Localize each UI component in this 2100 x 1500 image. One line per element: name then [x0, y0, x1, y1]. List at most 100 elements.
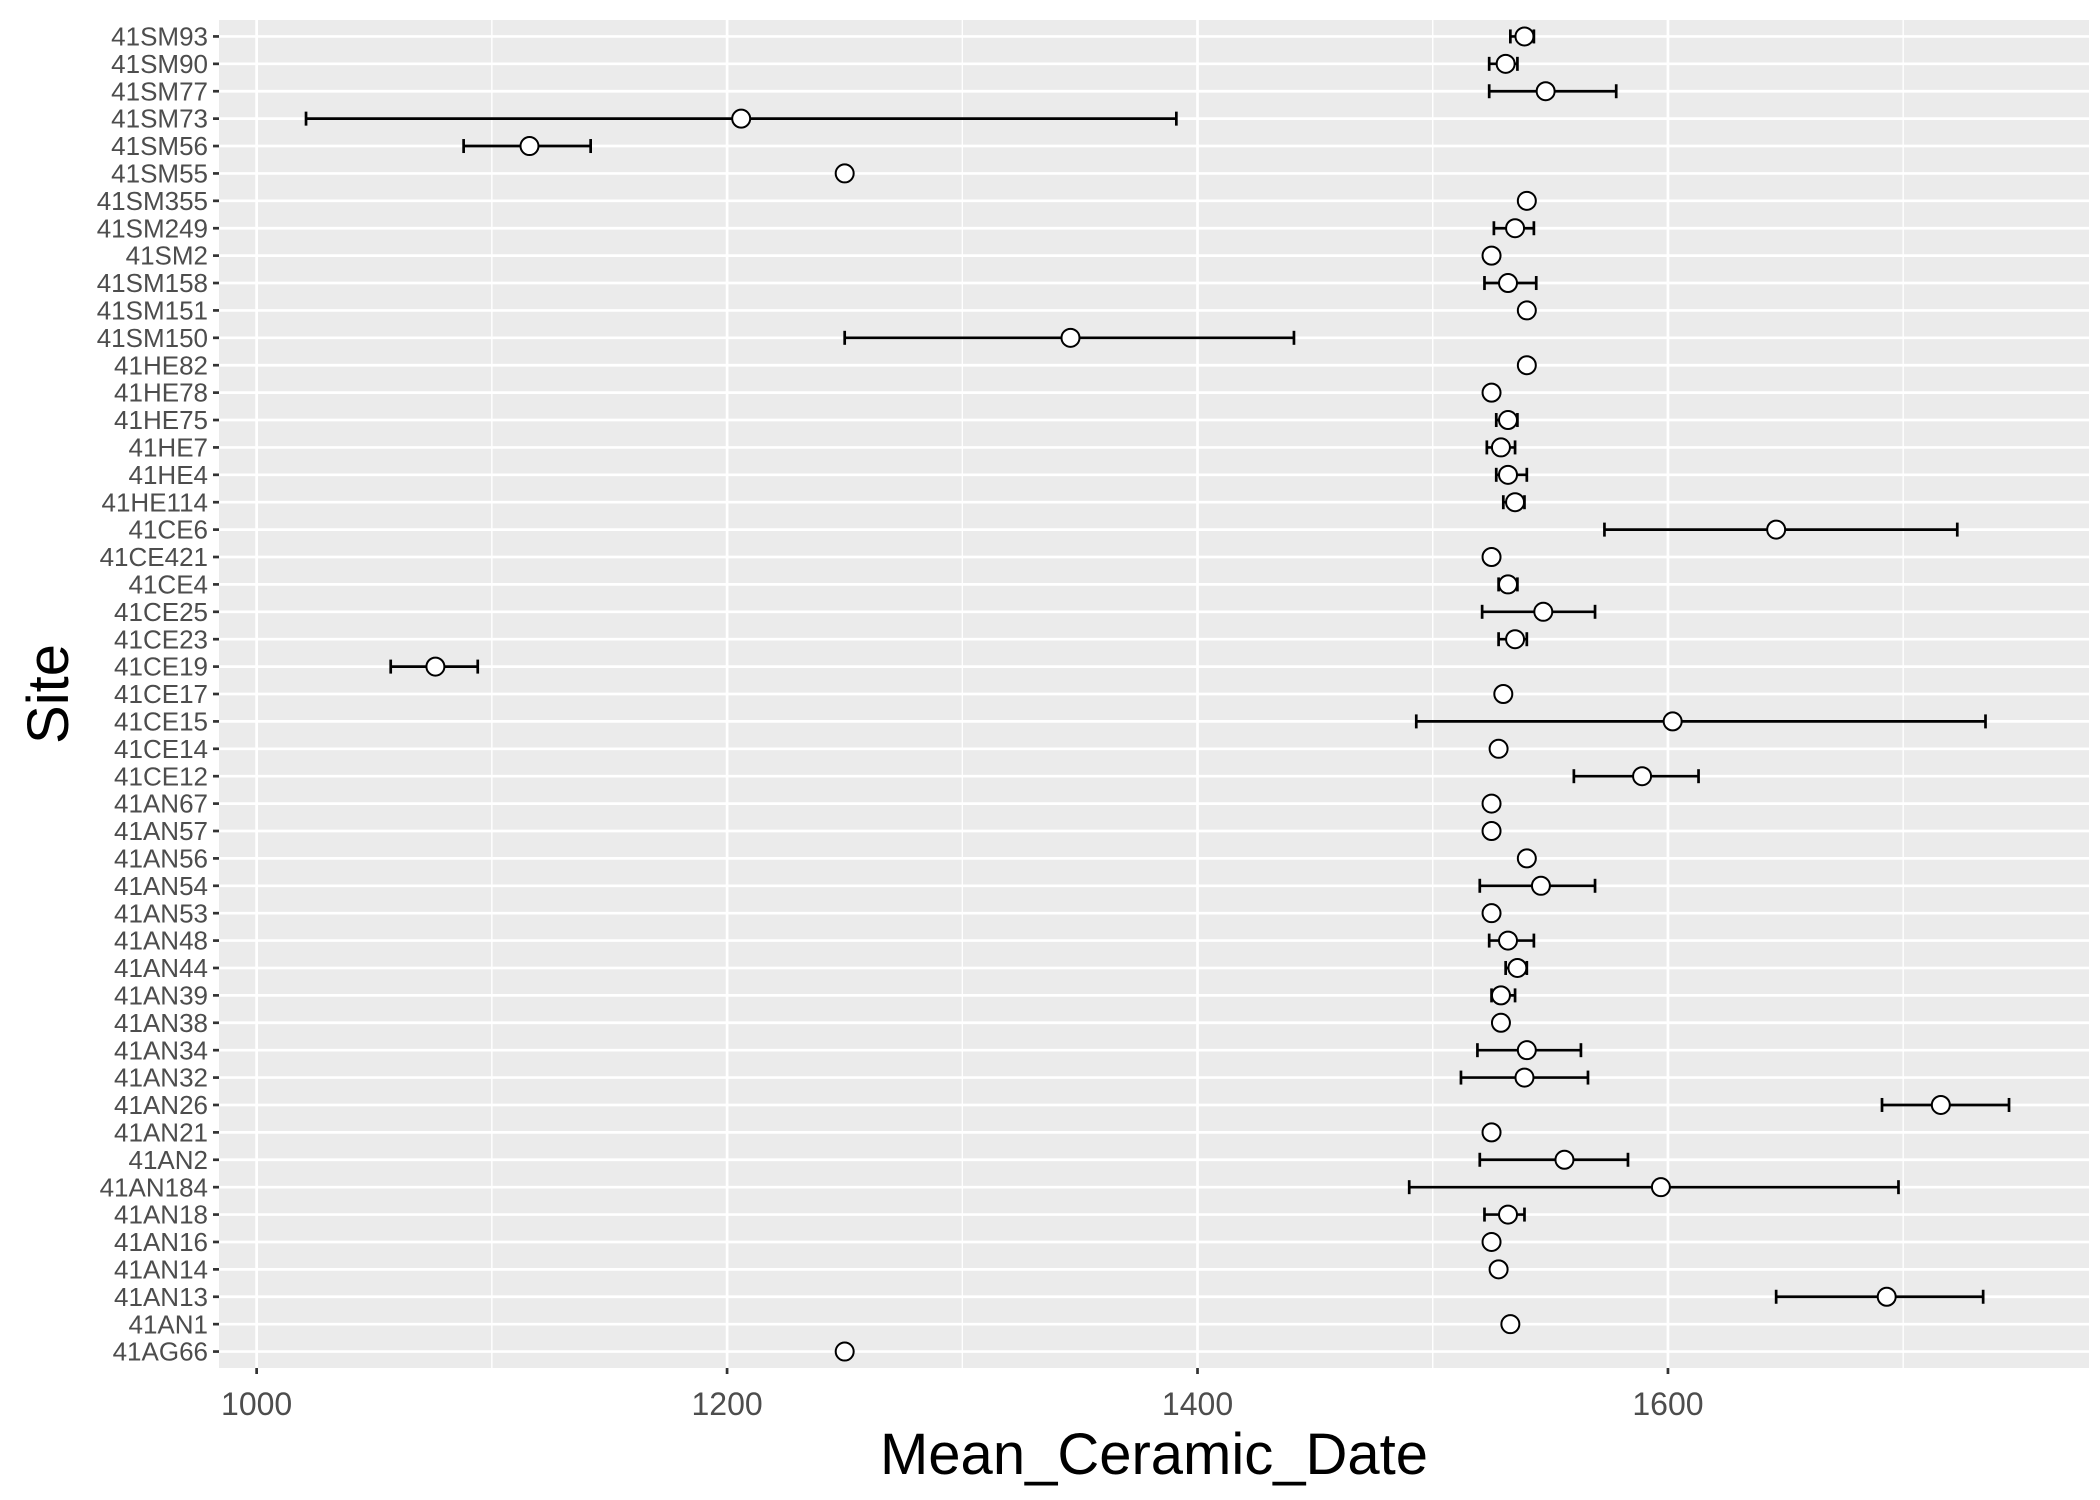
- y-tick-label: 41HE114: [102, 487, 209, 517]
- point-41an44: [1507, 957, 1528, 978]
- data-points: [425, 26, 1951, 1362]
- point-41ce14: [1488, 738, 1509, 759]
- point-41an26: [1930, 1094, 1951, 1115]
- point-41an13: [1876, 1286, 1897, 1307]
- y-tick-label: 41AG66: [113, 1337, 208, 1367]
- point-41ce4: [1498, 574, 1519, 595]
- point-41he7: [1490, 437, 1511, 458]
- point-41he75: [1498, 410, 1519, 431]
- x-axis: 1000 1200 1400 1600: [221, 1368, 1704, 1422]
- y-tick-label: 41AN39: [114, 980, 208, 1010]
- point-41ce19: [425, 656, 446, 677]
- point-41ce17: [1493, 684, 1514, 704]
- point-41ag66: [834, 1341, 855, 1362]
- y-tick-label: 41SM93: [111, 22, 208, 52]
- y-tick-label: 41CE17: [114, 679, 208, 709]
- x-tick-label: 1400: [1162, 1386, 1233, 1422]
- y-tick-label: 41CE19: [114, 652, 208, 682]
- point-41an16: [1481, 1231, 1502, 1252]
- x-tick-label: 1200: [691, 1386, 762, 1422]
- y-tick-label: 41HE7: [129, 433, 209, 463]
- errorbar-41an2: [1478, 1152, 1630, 1167]
- y-tick-label: 41AN56: [114, 843, 208, 873]
- y-tick-label: 41SM73: [111, 104, 208, 134]
- y-tick-label: 41SM2: [126, 241, 208, 271]
- point-41an184: [1650, 1177, 1671, 1198]
- point-41ce15: [1662, 711, 1683, 732]
- point-41ce23: [1505, 629, 1526, 650]
- y-axis: 41SM9341SM9041SM7741SM7341SM5641SM5541SM…: [97, 22, 219, 1367]
- y-tick-label: 41CE12: [114, 761, 208, 791]
- y-tick-label: 41AN1: [129, 1309, 209, 1339]
- y-tick-label: 41SM355: [97, 186, 208, 216]
- y-tick-label: 41AN26: [114, 1090, 208, 1120]
- point-41ce6: [1766, 519, 1787, 540]
- x-tick-label: 1000: [221, 1386, 292, 1422]
- point-41sm355: [1516, 190, 1537, 211]
- y-tick-label: 41AN16: [114, 1227, 208, 1257]
- point-41sm158: [1498, 273, 1519, 294]
- y-tick-label: 41SM150: [97, 323, 208, 353]
- y-tick-label: 41CE25: [114, 597, 208, 627]
- x-axis-title: Mean_Ceramic_Date: [880, 1422, 1428, 1487]
- y-tick-label: 41AN184: [100, 1172, 208, 1202]
- major-gridlines-y: [219, 35, 2089, 1353]
- point-41he4: [1498, 464, 1519, 485]
- point-41an67: [1481, 793, 1502, 814]
- y-tick-label: 41CE23: [114, 624, 208, 654]
- point-41he78: [1481, 382, 1502, 403]
- point-41an1: [1500, 1314, 1521, 1335]
- point-41ce25: [1533, 601, 1554, 622]
- point-41sm249: [1505, 218, 1526, 239]
- point-41an18: [1498, 1204, 1519, 1225]
- y-tick-label: 41AN67: [114, 789, 208, 819]
- y-tick-label: 41CE4: [129, 570, 209, 600]
- y-tick-label: 41SM55: [111, 159, 208, 189]
- y-tick-label: 41AN18: [114, 1200, 208, 1230]
- y-tick-label: 41AN54: [114, 871, 208, 901]
- y-tick-label: 41HE82: [114, 350, 208, 380]
- y-tick-label: 41CE15: [114, 706, 208, 736]
- y-tick-label: 41AN38: [114, 1008, 208, 1038]
- point-41ce12: [1632, 766, 1653, 787]
- y-tick-label: 41AN57: [114, 816, 208, 846]
- point-41sm55: [834, 163, 855, 184]
- point-41an21: [1481, 1122, 1502, 1143]
- point-41sm151: [1516, 300, 1537, 321]
- point-41an56: [1516, 848, 1537, 869]
- y-tick-label: 41AN53: [114, 898, 208, 928]
- y-tick-label: 41AN21: [114, 1117, 208, 1147]
- point-41sm77: [1535, 81, 1556, 102]
- y-tick-label: 41SM151: [97, 296, 208, 326]
- point-41an2: [1554, 1149, 1575, 1170]
- y-tick-label: 41AN34: [114, 1035, 208, 1065]
- point-41an14: [1488, 1259, 1509, 1280]
- point-41an54: [1530, 875, 1551, 896]
- y-tick-label: 41SM90: [111, 49, 208, 79]
- point-41sm90: [1495, 53, 1516, 74]
- x-tick-label: 1600: [1632, 1386, 1703, 1422]
- point-41an38: [1490, 1012, 1511, 1033]
- y-tick-label: 41SM56: [111, 131, 208, 161]
- errorbar-41ce15: [1414, 714, 1987, 729]
- y-axis-title: Site: [16, 644, 81, 744]
- point-41an32: [1514, 1067, 1535, 1088]
- point-41sm2: [1481, 245, 1502, 266]
- point-41an53: [1481, 903, 1502, 924]
- point-41ce421: [1481, 547, 1502, 568]
- y-tick-label: 41SM158: [97, 268, 208, 298]
- point-41sm150: [1060, 327, 1081, 348]
- y-tick-label: 41SM249: [97, 213, 208, 243]
- y-tick-label: 41CE421: [100, 542, 208, 572]
- point-41sm56: [519, 136, 540, 157]
- point-41an39: [1490, 985, 1511, 1006]
- y-tick-label: 41AN32: [114, 1063, 208, 1093]
- y-tick-label: 41HE75: [114, 405, 208, 435]
- y-tick-label: 41CE14: [114, 734, 208, 764]
- point-41sm73: [731, 108, 752, 129]
- point-41sm93: [1514, 26, 1535, 47]
- y-tick-label: 41SM77: [111, 76, 208, 106]
- y-tick-label: 41AN2: [129, 1145, 209, 1175]
- point-41an57: [1481, 820, 1502, 841]
- point-41an48: [1498, 930, 1519, 951]
